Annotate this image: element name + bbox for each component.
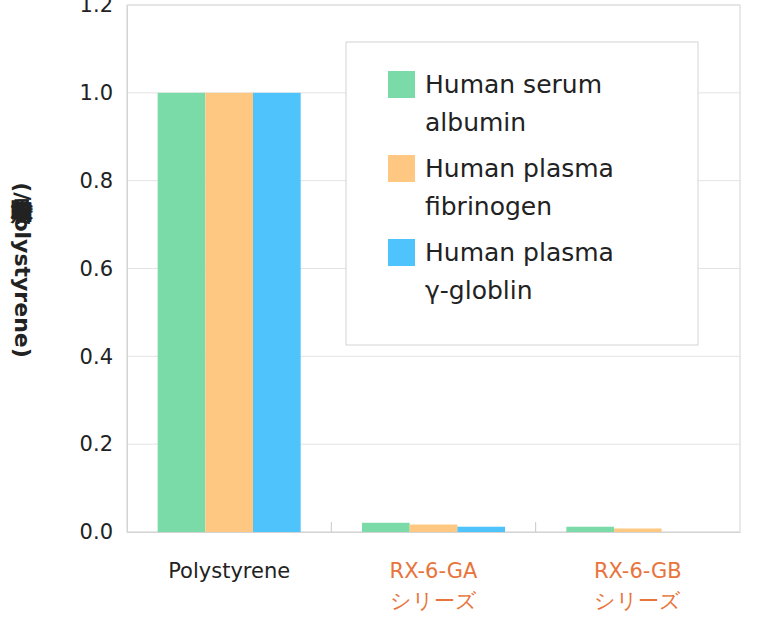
x-tick: RX-6-GB シリーズ xyxy=(594,532,682,613)
x-tick-label: Polystyrene xyxy=(168,559,290,583)
x-tick-label-line: シリーズ xyxy=(594,589,681,613)
x-tick: RX-6-GA シリーズ xyxy=(390,532,478,613)
bar xyxy=(410,525,458,532)
y-axis-title: 相対吸着量(/Polystyrene) xyxy=(10,182,35,358)
x-tick-label-line: Polystyrene xyxy=(168,559,290,583)
y-tick-label: 0.8 xyxy=(80,169,113,193)
legend-swatch xyxy=(388,71,415,98)
legend-label-line: albumin xyxy=(425,108,526,137)
x-tick-label: RX-6-GA シリーズ xyxy=(390,559,478,613)
bar xyxy=(662,532,710,533)
y-axis: 0.0 0.2 0.4 0.6 0.8 1.0 1.2 xyxy=(80,0,128,544)
y-tick: 0.2 xyxy=(80,432,127,456)
y-tick: 0.8 xyxy=(80,169,127,193)
legend-label: Human plasma fibrinogen xyxy=(425,154,614,221)
x-tick-label-line: RX-6-GB xyxy=(594,559,682,583)
x-tick: Polystyrene xyxy=(168,532,290,583)
y-tick: 1.0 xyxy=(80,81,127,105)
y-tick: 0.4 xyxy=(80,345,127,369)
y-tick: 1.2 xyxy=(80,0,127,17)
legend: Human serum albumin Human plasma fibrinogen… xyxy=(346,42,698,345)
legend-label-line: γ-globlin xyxy=(425,276,533,305)
y-tick: 0.0 xyxy=(80,520,127,544)
bar xyxy=(253,93,301,532)
x-tick-label-line: RX-6-GA xyxy=(390,559,478,583)
bar xyxy=(566,527,614,532)
group-separator xyxy=(331,522,332,532)
y-tick: 0.6 xyxy=(80,257,127,281)
legend-label: Human serum albumin xyxy=(425,70,602,137)
grid-line xyxy=(127,5,740,6)
legend-label-line: fibrinogen xyxy=(425,192,552,221)
group-separator xyxy=(535,522,536,532)
bar xyxy=(362,523,410,532)
y-tick-label: 0.2 xyxy=(80,432,113,456)
y-tick-label: 0.6 xyxy=(80,257,113,281)
x-tick-label: RX-6-GB シリーズ xyxy=(594,559,682,613)
legend-box xyxy=(346,42,698,345)
legend-label-line: Human plasma xyxy=(425,238,614,267)
x-axis-line xyxy=(128,532,741,533)
plot-frame xyxy=(127,5,740,532)
legend-label-line: Human serum xyxy=(425,70,602,99)
y-tick-label: 1.2 xyxy=(80,0,113,17)
y-tick-label: 1.0 xyxy=(80,81,113,105)
y-tick-label: 0.4 xyxy=(80,345,113,369)
chart: 0.0 0.2 0.4 0.6 0.8 1.0 1.2 Polystyrene RX-6-GA シ… xyxy=(0,0,760,620)
group-separators xyxy=(331,522,535,532)
legend-label-line: Human plasma xyxy=(425,154,614,183)
grid xyxy=(127,5,740,532)
bar xyxy=(205,93,253,532)
legend-swatch xyxy=(388,155,415,182)
x-axis: Polystyrene RX-6-GA シリーズ RX-6-GB シリーズ xyxy=(128,532,741,613)
x-tick-label-line: シリーズ xyxy=(390,589,477,613)
legend-swatch xyxy=(388,239,415,266)
bar xyxy=(158,93,206,532)
y-tick-label: 0.0 xyxy=(80,520,113,544)
y-axis-line xyxy=(127,6,128,533)
legend-label: Human plasma γ-globlin xyxy=(425,238,614,305)
bar xyxy=(457,527,505,532)
bar xyxy=(614,528,662,532)
